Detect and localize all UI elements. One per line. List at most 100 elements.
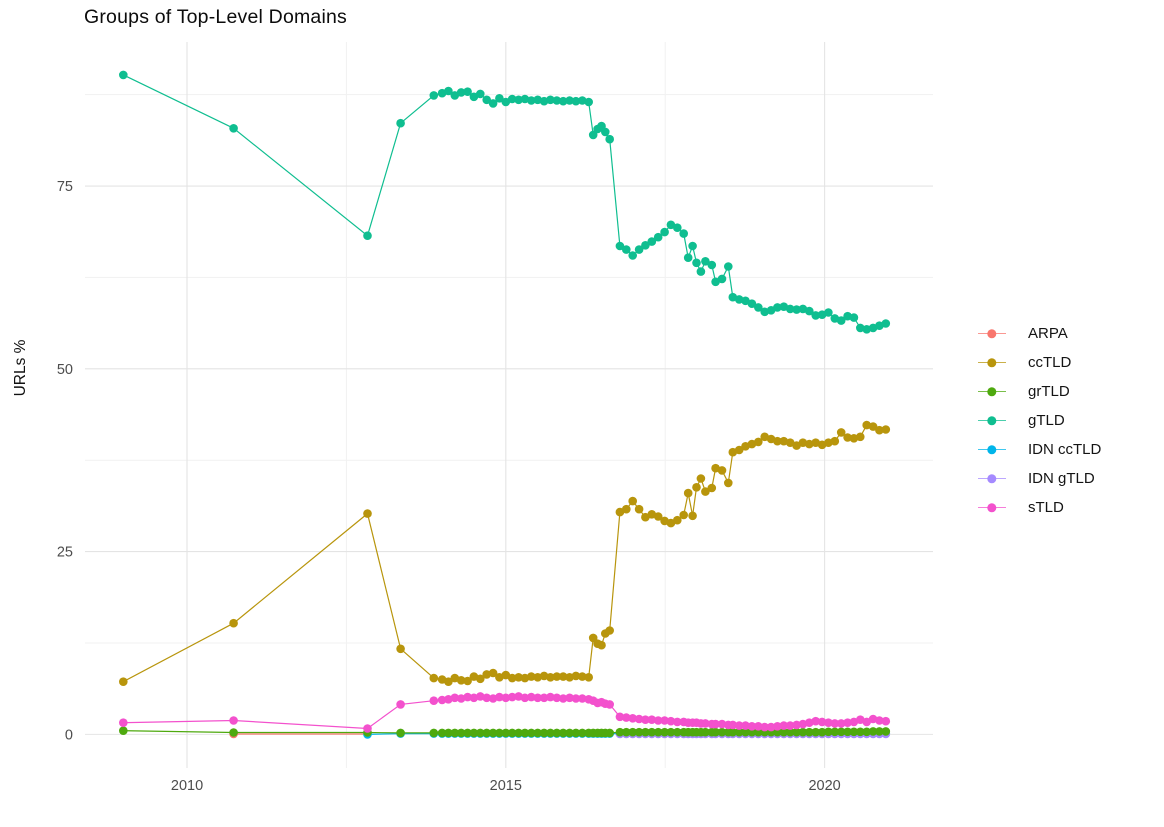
- data-point: [811, 716, 820, 726]
- legend-key-dot: [987, 357, 997, 368]
- data-point: [673, 223, 682, 232]
- data-point: [647, 727, 657, 737]
- data-point: [482, 670, 492, 679]
- legend-label: ccTLD: [1028, 354, 1072, 371]
- series-grtld: [119, 726, 891, 738]
- data-point: [836, 316, 846, 325]
- data-point: [488, 728, 498, 738]
- data-point: [760, 722, 769, 732]
- data-point: [229, 124, 238, 133]
- data-point: [634, 245, 644, 254]
- data-point: [779, 721, 789, 730]
- data-point: [647, 237, 657, 246]
- legend-item-gtld: gTLD: [978, 406, 1101, 435]
- data-point: [482, 728, 492, 738]
- data-point: [437, 695, 447, 705]
- data-point: [571, 671, 581, 681]
- data-point: [666, 716, 676, 726]
- data-point: [578, 694, 587, 703]
- data-point: [482, 693, 492, 703]
- y-axis-title: URLs %: [12, 339, 29, 397]
- data-point: [622, 245, 631, 254]
- data-point: [546, 692, 555, 702]
- data-point: [653, 232, 663, 242]
- data-point: [692, 483, 701, 492]
- data-point: [641, 241, 650, 250]
- data-point: [707, 483, 717, 493]
- data-point: [647, 715, 657, 724]
- data-point: [584, 97, 593, 107]
- data-point: [811, 311, 820, 320]
- legend-label: gTLD: [1028, 412, 1065, 429]
- legend-item-cctld: ccTLD: [978, 348, 1101, 377]
- data-point: [849, 727, 859, 737]
- data-point: [724, 478, 733, 488]
- data-point: [463, 728, 472, 738]
- data-point: [653, 512, 663, 521]
- data-point: [811, 727, 820, 737]
- data-point: [673, 717, 682, 727]
- data-point: [734, 445, 744, 455]
- data-point: [527, 96, 536, 105]
- x-tick-label: 2020: [808, 778, 840, 794]
- data-point: [747, 299, 757, 309]
- series-line: [123, 74, 886, 330]
- data-point: [773, 436, 782, 446]
- data-point: [444, 677, 453, 686]
- legend-key-icon: [978, 502, 1006, 514]
- data-point: [527, 672, 536, 681]
- data-point: [229, 716, 238, 725]
- data-point: [701, 727, 710, 737]
- data-point: [849, 313, 859, 322]
- data-point: [571, 728, 581, 738]
- data-point: [456, 676, 466, 685]
- data-point: [552, 672, 562, 681]
- data-point: [622, 713, 631, 722]
- data-point: [862, 325, 871, 334]
- data-point: [495, 94, 504, 103]
- data-point: [488, 668, 498, 678]
- data-point: [707, 260, 717, 270]
- data-point: [571, 96, 581, 106]
- data-point: [805, 439, 814, 449]
- data-point: [881, 727, 891, 736]
- data-point: [717, 719, 727, 729]
- data-point: [119, 70, 128, 80]
- data-point: [696, 474, 706, 483]
- data-point: [396, 644, 405, 654]
- data-point: [533, 728, 542, 738]
- data-point: [741, 727, 750, 737]
- data-point: [558, 96, 568, 106]
- data-point: [429, 91, 439, 100]
- data-point: [463, 676, 472, 686]
- data-point: [444, 86, 453, 96]
- legend-key-dot: [987, 502, 997, 513]
- data-point: [817, 727, 827, 737]
- data-point: [495, 728, 504, 738]
- data-point: [558, 672, 568, 681]
- data-point: [539, 728, 549, 738]
- data-point: [754, 722, 763, 731]
- data-point: [754, 727, 763, 737]
- data-point: [747, 727, 757, 737]
- data-point: [836, 727, 846, 737]
- data-point: [785, 304, 795, 314]
- data-point: [856, 727, 865, 737]
- legend-key-icon: [978, 444, 1006, 456]
- data-point: [507, 728, 517, 738]
- data-point: [469, 693, 479, 703]
- data-point: [641, 715, 650, 724]
- legend-key-dot: [987, 473, 997, 484]
- data-point: [717, 727, 727, 737]
- data-point: [628, 251, 637, 260]
- data-point: [514, 95, 523, 105]
- data-point: [875, 727, 884, 736]
- legend-key-dot: [987, 415, 997, 426]
- data-point: [843, 718, 852, 727]
- data-point: [605, 700, 614, 709]
- data-point: [229, 618, 238, 628]
- data-point: [456, 694, 466, 703]
- data-point: [881, 319, 891, 328]
- data-point: [692, 258, 701, 268]
- data-point: [688, 241, 697, 251]
